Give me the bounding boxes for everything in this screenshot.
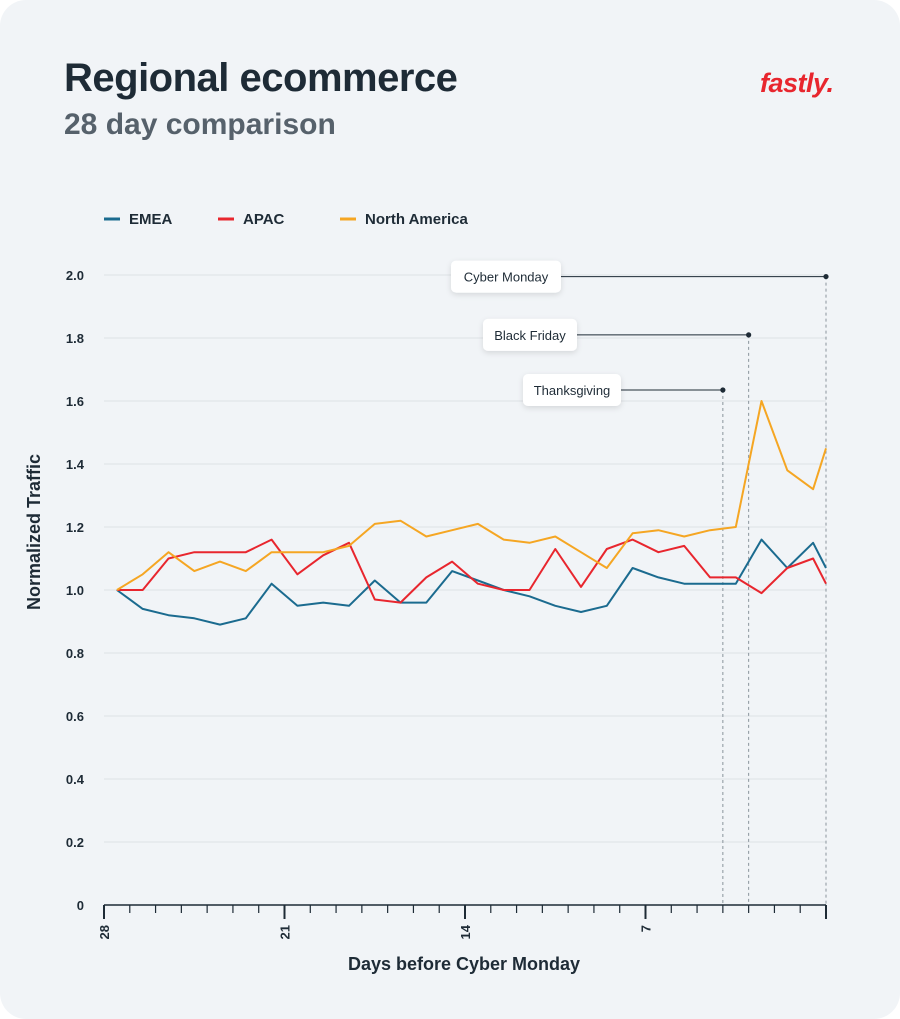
legend-item: EMEA xyxy=(104,211,173,228)
legend-label: APAC xyxy=(243,211,285,228)
annotation-thanksgiving: Thanksgiving xyxy=(523,373,726,406)
annotation-label: Cyber Monday xyxy=(464,270,549,285)
annotation-dot xyxy=(823,273,829,280)
grid-lines xyxy=(104,274,826,843)
y-tick-label: 0.2 xyxy=(66,835,84,850)
annotation-box xyxy=(523,373,621,406)
annotation-label: Thanksgiving xyxy=(534,383,611,398)
series-line-emea xyxy=(116,538,827,626)
annotation-cyber-monday: Cyber Monday xyxy=(451,260,829,293)
legend-item: North America xyxy=(340,211,468,228)
y-tick-label: 0.6 xyxy=(66,709,84,724)
y-tick-label: 1.8 xyxy=(66,331,84,346)
series-lines xyxy=(116,400,827,626)
event-guide-lines xyxy=(722,276,827,905)
chart-title: Regional ecommerce xyxy=(64,56,458,100)
legend-label: EMEA xyxy=(129,211,173,228)
annotation-box xyxy=(483,318,577,351)
y-tick-label: 2.0 xyxy=(66,268,84,283)
y-tick-label: 1.0 xyxy=(66,583,84,598)
x-tick-label: 28 xyxy=(97,925,112,939)
chart-subtitle: 28 day comparison xyxy=(64,108,336,141)
fastly-logo: fastly. xyxy=(760,68,834,98)
legend-item: APAC xyxy=(218,211,285,228)
x-axis-label: Days before Cyber Monday xyxy=(348,954,580,974)
x-tick-label: 14 xyxy=(458,924,473,939)
x-tick-label: 7 xyxy=(639,925,654,932)
annotation-dot xyxy=(720,387,726,393)
x-tick-label: 21 xyxy=(278,925,293,939)
y-tick-label: 0.4 xyxy=(66,772,85,787)
annotation-dot xyxy=(746,332,752,338)
y-tick-label: 0.8 xyxy=(66,646,84,661)
x-axis: 28 21 14 7 xyxy=(97,904,827,939)
y-tick-label: 1.2 xyxy=(66,520,84,535)
annotation-black-friday: Black Friday xyxy=(483,318,752,351)
annotation-box xyxy=(451,260,561,293)
y-tick-label: 1.6 xyxy=(66,394,84,409)
legend-label: North America xyxy=(365,211,468,228)
y-tick-label: 0 xyxy=(77,898,84,913)
y-axis-label: Normalized Traffic xyxy=(24,454,44,610)
series-line-north-america xyxy=(116,400,827,591)
series-line-apac xyxy=(116,538,827,604)
annotation-label: Black Friday xyxy=(494,328,566,343)
legend: EMEA APAC North America xyxy=(104,211,468,228)
y-tick-label: 1.4 xyxy=(66,457,85,472)
y-axis-ticks: 0 0.2 0.4 0.6 0.8 1.0 1.2 1.4 1.6 1.8 2.0 xyxy=(66,268,85,913)
event-annotations: Cyber Monday Black Friday Thanksgiving xyxy=(451,260,829,406)
